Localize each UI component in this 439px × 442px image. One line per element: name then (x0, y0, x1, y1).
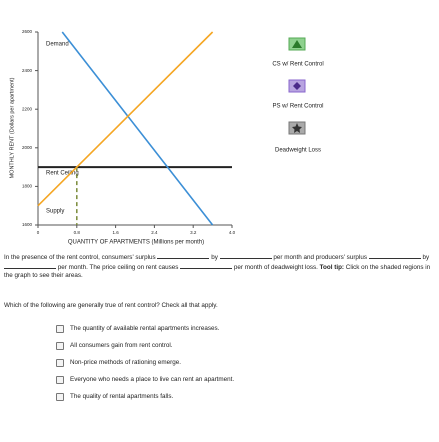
x-tick-label: 0.8 (74, 230, 81, 235)
y-tick-label: 2200 (22, 106, 33, 111)
text: by (422, 254, 430, 261)
x-tick-label: 3.2 (190, 230, 197, 235)
option: All consumers gain from rent control. (56, 337, 234, 354)
text: per month and producers' surplus (273, 254, 367, 261)
option-text: Non-price methods of rationing emerge. (70, 359, 181, 366)
paragraph: In the presence of the rent control, con… (4, 252, 432, 280)
tool-icon-shape (292, 123, 302, 133)
checkbox[interactable] (56, 392, 64, 401)
tool-label: CS w/ Rent Control (272, 62, 323, 68)
x-tick-label: 1.6 (112, 230, 119, 235)
option: Non-price methods of rationing emerge. (56, 354, 234, 371)
option-text: The quality of rental apartments falls. (70, 393, 174, 400)
option-text: The quantity of available rental apartme… (70, 325, 220, 332)
tool-dwl[interactable] (288, 121, 306, 135)
checkbox[interactable] (56, 324, 64, 333)
x-tick-label: 2.4 (151, 230, 158, 235)
tool-icon-shape (293, 82, 301, 90)
series-line (37, 31, 214, 207)
checkbox[interactable] (56, 375, 64, 384)
y-tick-label: 2400 (22, 68, 33, 73)
question: Which of the following are generally tru… (4, 302, 218, 309)
option: The quantity of available rental apartme… (56, 320, 234, 337)
blank-input[interactable] (219, 252, 272, 259)
y-tick-label: 1600 (22, 222, 33, 227)
tool-ps[interactable] (288, 79, 306, 93)
tool-icon-shape (292, 40, 302, 48)
series-label: Demand (46, 42, 69, 48)
blank-input[interactable] (180, 262, 233, 269)
blank-input[interactable] (157, 252, 210, 259)
option: The quality of rental apartments falls. (56, 388, 234, 405)
x-axis-label: QUANTITY OF APARTMENTS (Millions per mon… (68, 240, 204, 246)
y-tick-label: 2600 (22, 29, 33, 34)
y-tick-label: 1800 (22, 184, 33, 189)
blank-input[interactable] (368, 252, 421, 259)
tool-label: Deadweight Loss (275, 148, 321, 154)
tip-label: Tool tip: (319, 264, 345, 271)
series-line (61, 31, 214, 226)
y-axis-label: MONTHLY RENT (Dollars per apartment) (9, 77, 15, 178)
text: by (211, 254, 218, 261)
blank-input[interactable] (4, 262, 56, 269)
series-label: Supply (46, 209, 64, 215)
text: per month of deadweight loss. (233, 264, 318, 271)
y-tick-label: 2000 (22, 145, 33, 150)
checkbox[interactable] (56, 358, 64, 367)
x-tick-label: 4.0 (229, 230, 236, 235)
tool-label: PS w/ Rent Control (272, 104, 323, 110)
option-text: Everyone who needs a place to live can r… (70, 376, 235, 383)
tool-cs[interactable] (288, 37, 306, 51)
x-tick-label: 0 (37, 230, 40, 235)
option-text: All consumers gain from rent control. (70, 342, 173, 349)
checkbox[interactable] (56, 341, 64, 350)
options: The quantity of available rental apartme… (56, 320, 234, 405)
option: Everyone who needs a place to live can r… (56, 371, 234, 388)
text: In the presence of the rent control, con… (4, 254, 156, 261)
chart: MONTHLY RENT (Dollars per apartment) QUA… (9, 29, 323, 246)
rent-ceiling-label: Rent Ceiling (46, 171, 79, 177)
text: Click on the shaded regions in the graph… (4, 264, 431, 279)
text: per month. The price ceiling on rent cau… (57, 264, 179, 271)
